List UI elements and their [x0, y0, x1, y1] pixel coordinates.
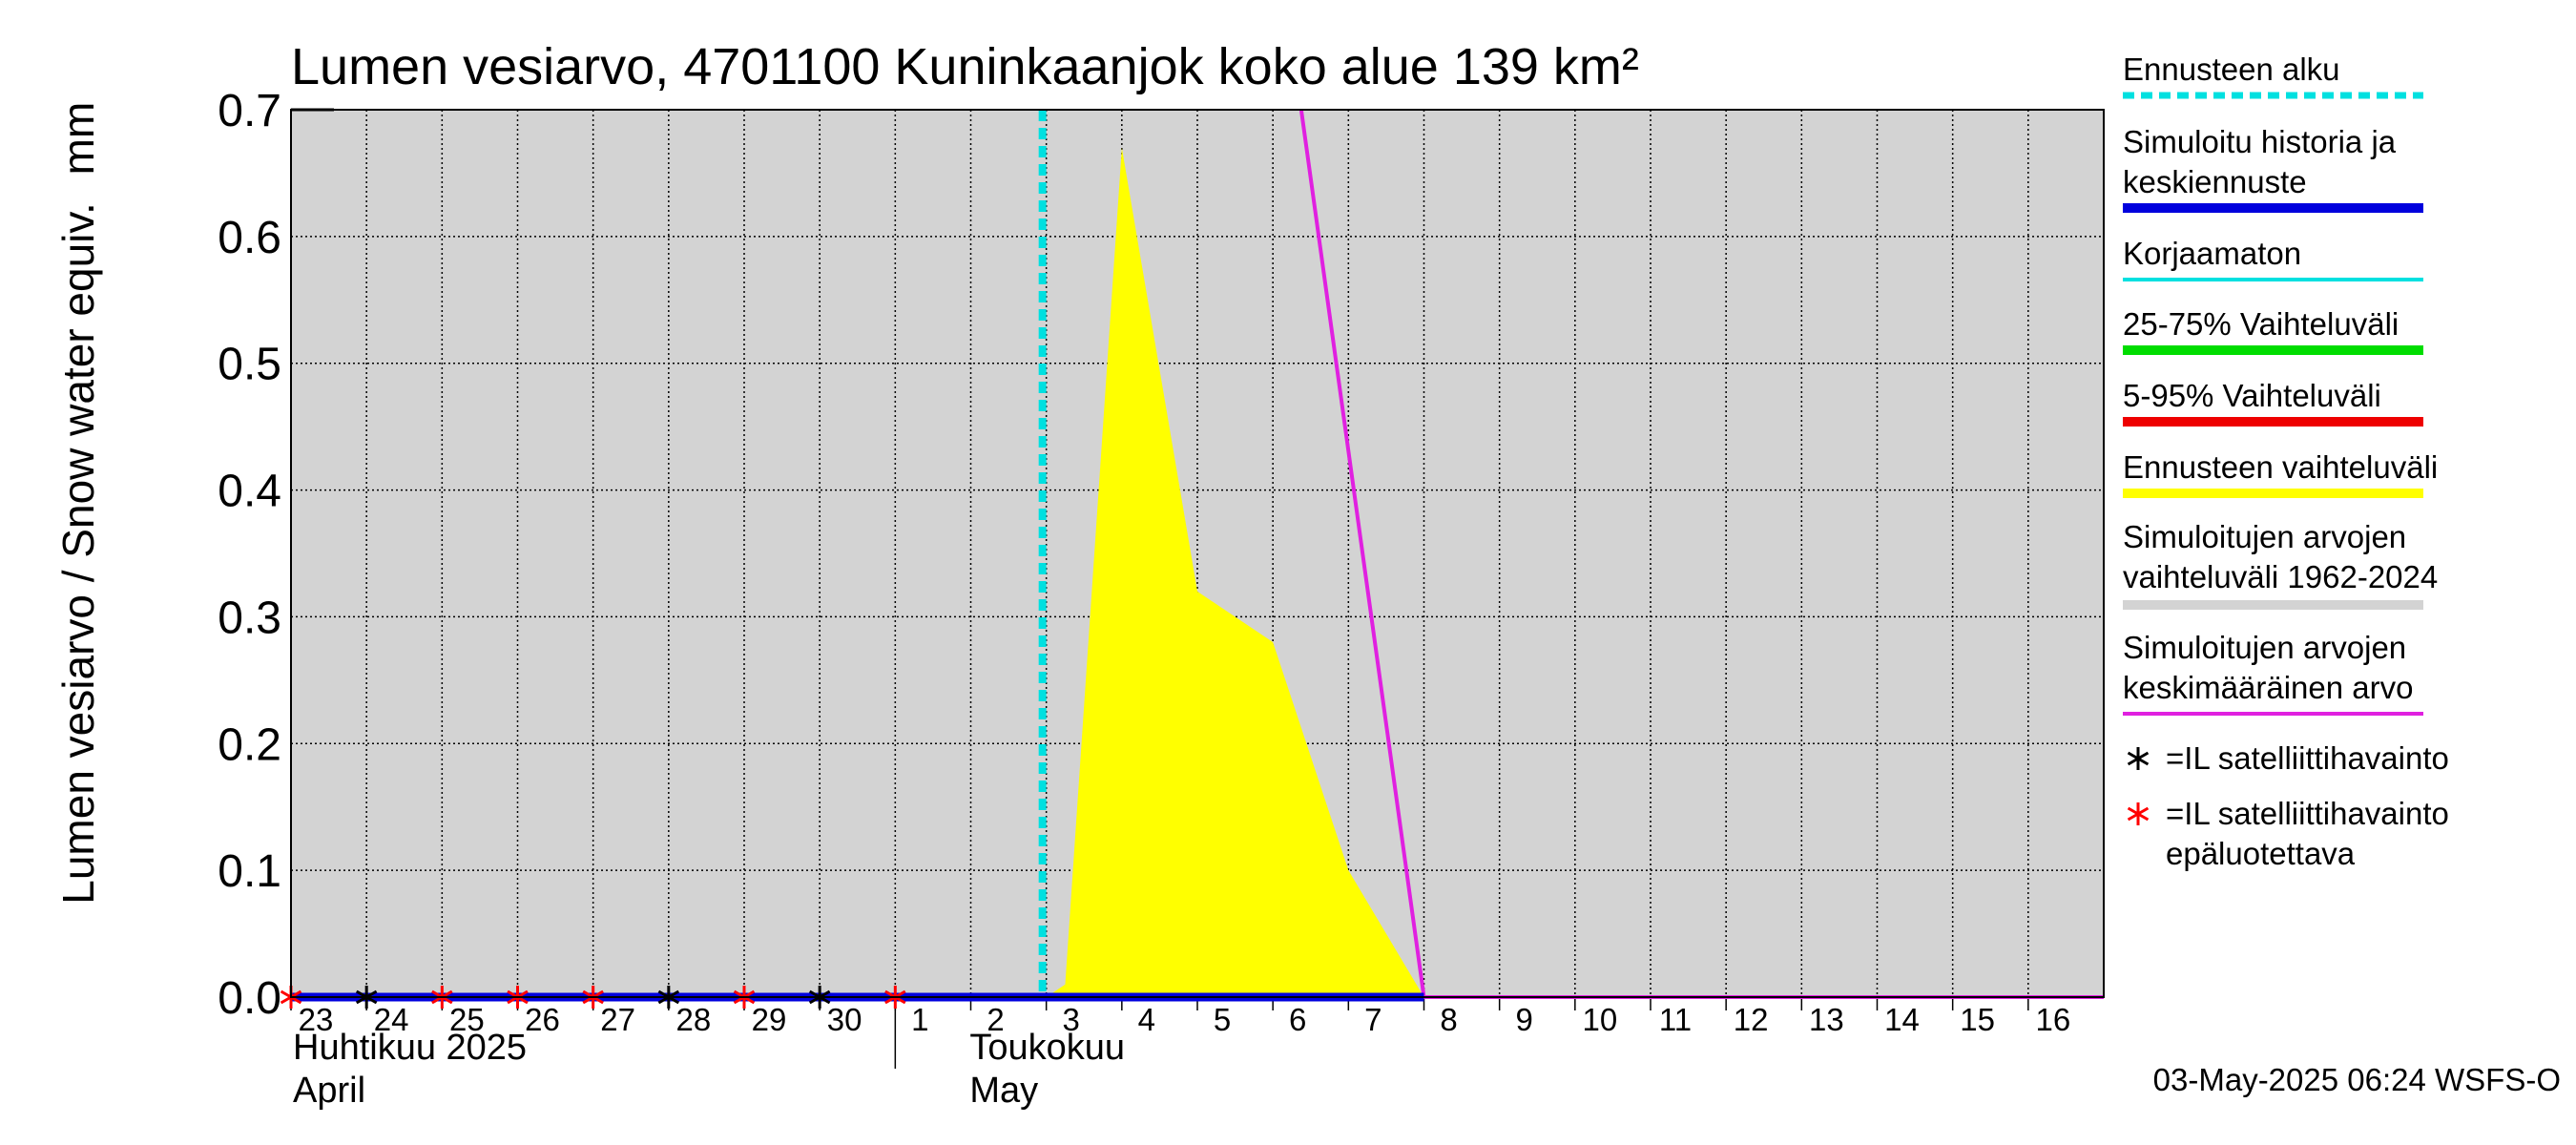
x-tick-label: 16	[2035, 1002, 2070, 1037]
x-tick-label: 27	[600, 1002, 635, 1037]
month-label-en: April	[293, 1071, 365, 1111]
x-tick-label: 7	[1364, 1002, 1381, 1037]
observation-marker-stroke	[2127, 806, 2150, 822]
y-axis-unit: mm	[53, 102, 103, 176]
legend-label: =IL satelliittihavainto	[2166, 796, 2449, 831]
x-tick-label: 3	[1062, 1002, 1079, 1037]
legend-label: vaihteluväli 1962-2024	[2123, 559, 2438, 594]
legend-label: epäluotettava	[2166, 836, 2356, 871]
x-tick-label: 11	[1659, 1002, 1692, 1037]
legend-label: Korjaamaton	[2123, 236, 2301, 271]
x-tick-label: 5	[1214, 1002, 1231, 1037]
x-tick-label: 30	[827, 1002, 862, 1037]
y-tick-label: 0.0	[218, 973, 281, 1024]
month-label-fi: Toukokuu	[969, 1028, 1125, 1068]
plot-frame	[290, 109, 2105, 998]
legend-label: Simuloitu historia ja	[2123, 124, 2397, 159]
y-tick-label: 0.2	[218, 719, 281, 770]
x-tick-label: 1	[911, 1002, 928, 1037]
y-tick-label: 0.5	[218, 340, 281, 390]
month-label-fi: Huhtikuu 2025	[293, 1028, 527, 1068]
x-tick-label: 13	[1809, 1002, 1844, 1037]
y-tick-label: 0.4	[218, 467, 281, 517]
legend-label: Ennusteen vaihteluväli	[2123, 449, 2438, 485]
x-tick-label: 15	[1960, 1002, 1995, 1037]
observation-marker-stroke	[2127, 751, 2150, 766]
x-tick-label: 9	[1515, 1002, 1532, 1037]
y-tick-label: 0.3	[218, 593, 281, 643]
chart-title: Lumen vesiarvo, 4701100 Kuninkaanjok kok…	[291, 38, 1639, 95]
x-tick-label: 8	[1440, 1002, 1457, 1037]
legend-label: Ennusteen alku	[2123, 52, 2340, 87]
legend-label: Simuloitujen arvojen	[2123, 630, 2406, 665]
x-tick-label: 6	[1289, 1002, 1306, 1037]
y-tick-label: 0.1	[218, 846, 281, 897]
x-tick-label: 10	[1582, 1002, 1617, 1037]
legend-label: keskimääräinen arvo	[2123, 670, 2413, 705]
legend-label: =IL satelliittihavainto	[2166, 740, 2449, 776]
x-tick-label: 2	[987, 1002, 1004, 1037]
footer-timestamp: 03-May-2025 06:24 WSFS-O	[2153, 1062, 2561, 1097]
legend-label: 5-95% Vaihteluväli	[2123, 378, 2381, 413]
plot-area: 0.00.10.20.30.40.50.60.723 24 25 26 27 28 29 30…	[53, 86, 2105, 1111]
legend-marker	[2127, 747, 2150, 770]
x-tick-label: 29	[752, 1002, 787, 1037]
x-tick-label: 26	[525, 1002, 560, 1037]
legend-label: keskiennuste	[2123, 164, 2307, 199]
x-tick-label: 25	[449, 1002, 485, 1037]
legend: Ennusteen alku Simuloitu historia ja keski…	[2123, 52, 2449, 871]
legend-marker	[2127, 802, 2150, 825]
forecast-range-band	[1046, 147, 1424, 997]
x-tick-label: 4	[1138, 1002, 1155, 1037]
x-tick-label: 12	[1734, 1002, 1769, 1037]
legend-label: Simuloitujen arvojen	[2123, 519, 2406, 554]
x-tick-label: 14	[1884, 1002, 1920, 1037]
legend-label: 25-75% Vaihteluväli	[2123, 306, 2399, 342]
y-axis-label: Lumen vesiarvo / Snow water equiv.	[53, 202, 103, 905]
y-tick-label: 0.6	[218, 213, 281, 263]
x-tick-label: 28	[675, 1002, 711, 1037]
y-tick-label: 0.7	[218, 86, 281, 136]
month-label-en: May	[969, 1071, 1038, 1111]
x-tick-label: 23	[299, 1002, 334, 1037]
x-tick-label: 24	[374, 1002, 409, 1037]
